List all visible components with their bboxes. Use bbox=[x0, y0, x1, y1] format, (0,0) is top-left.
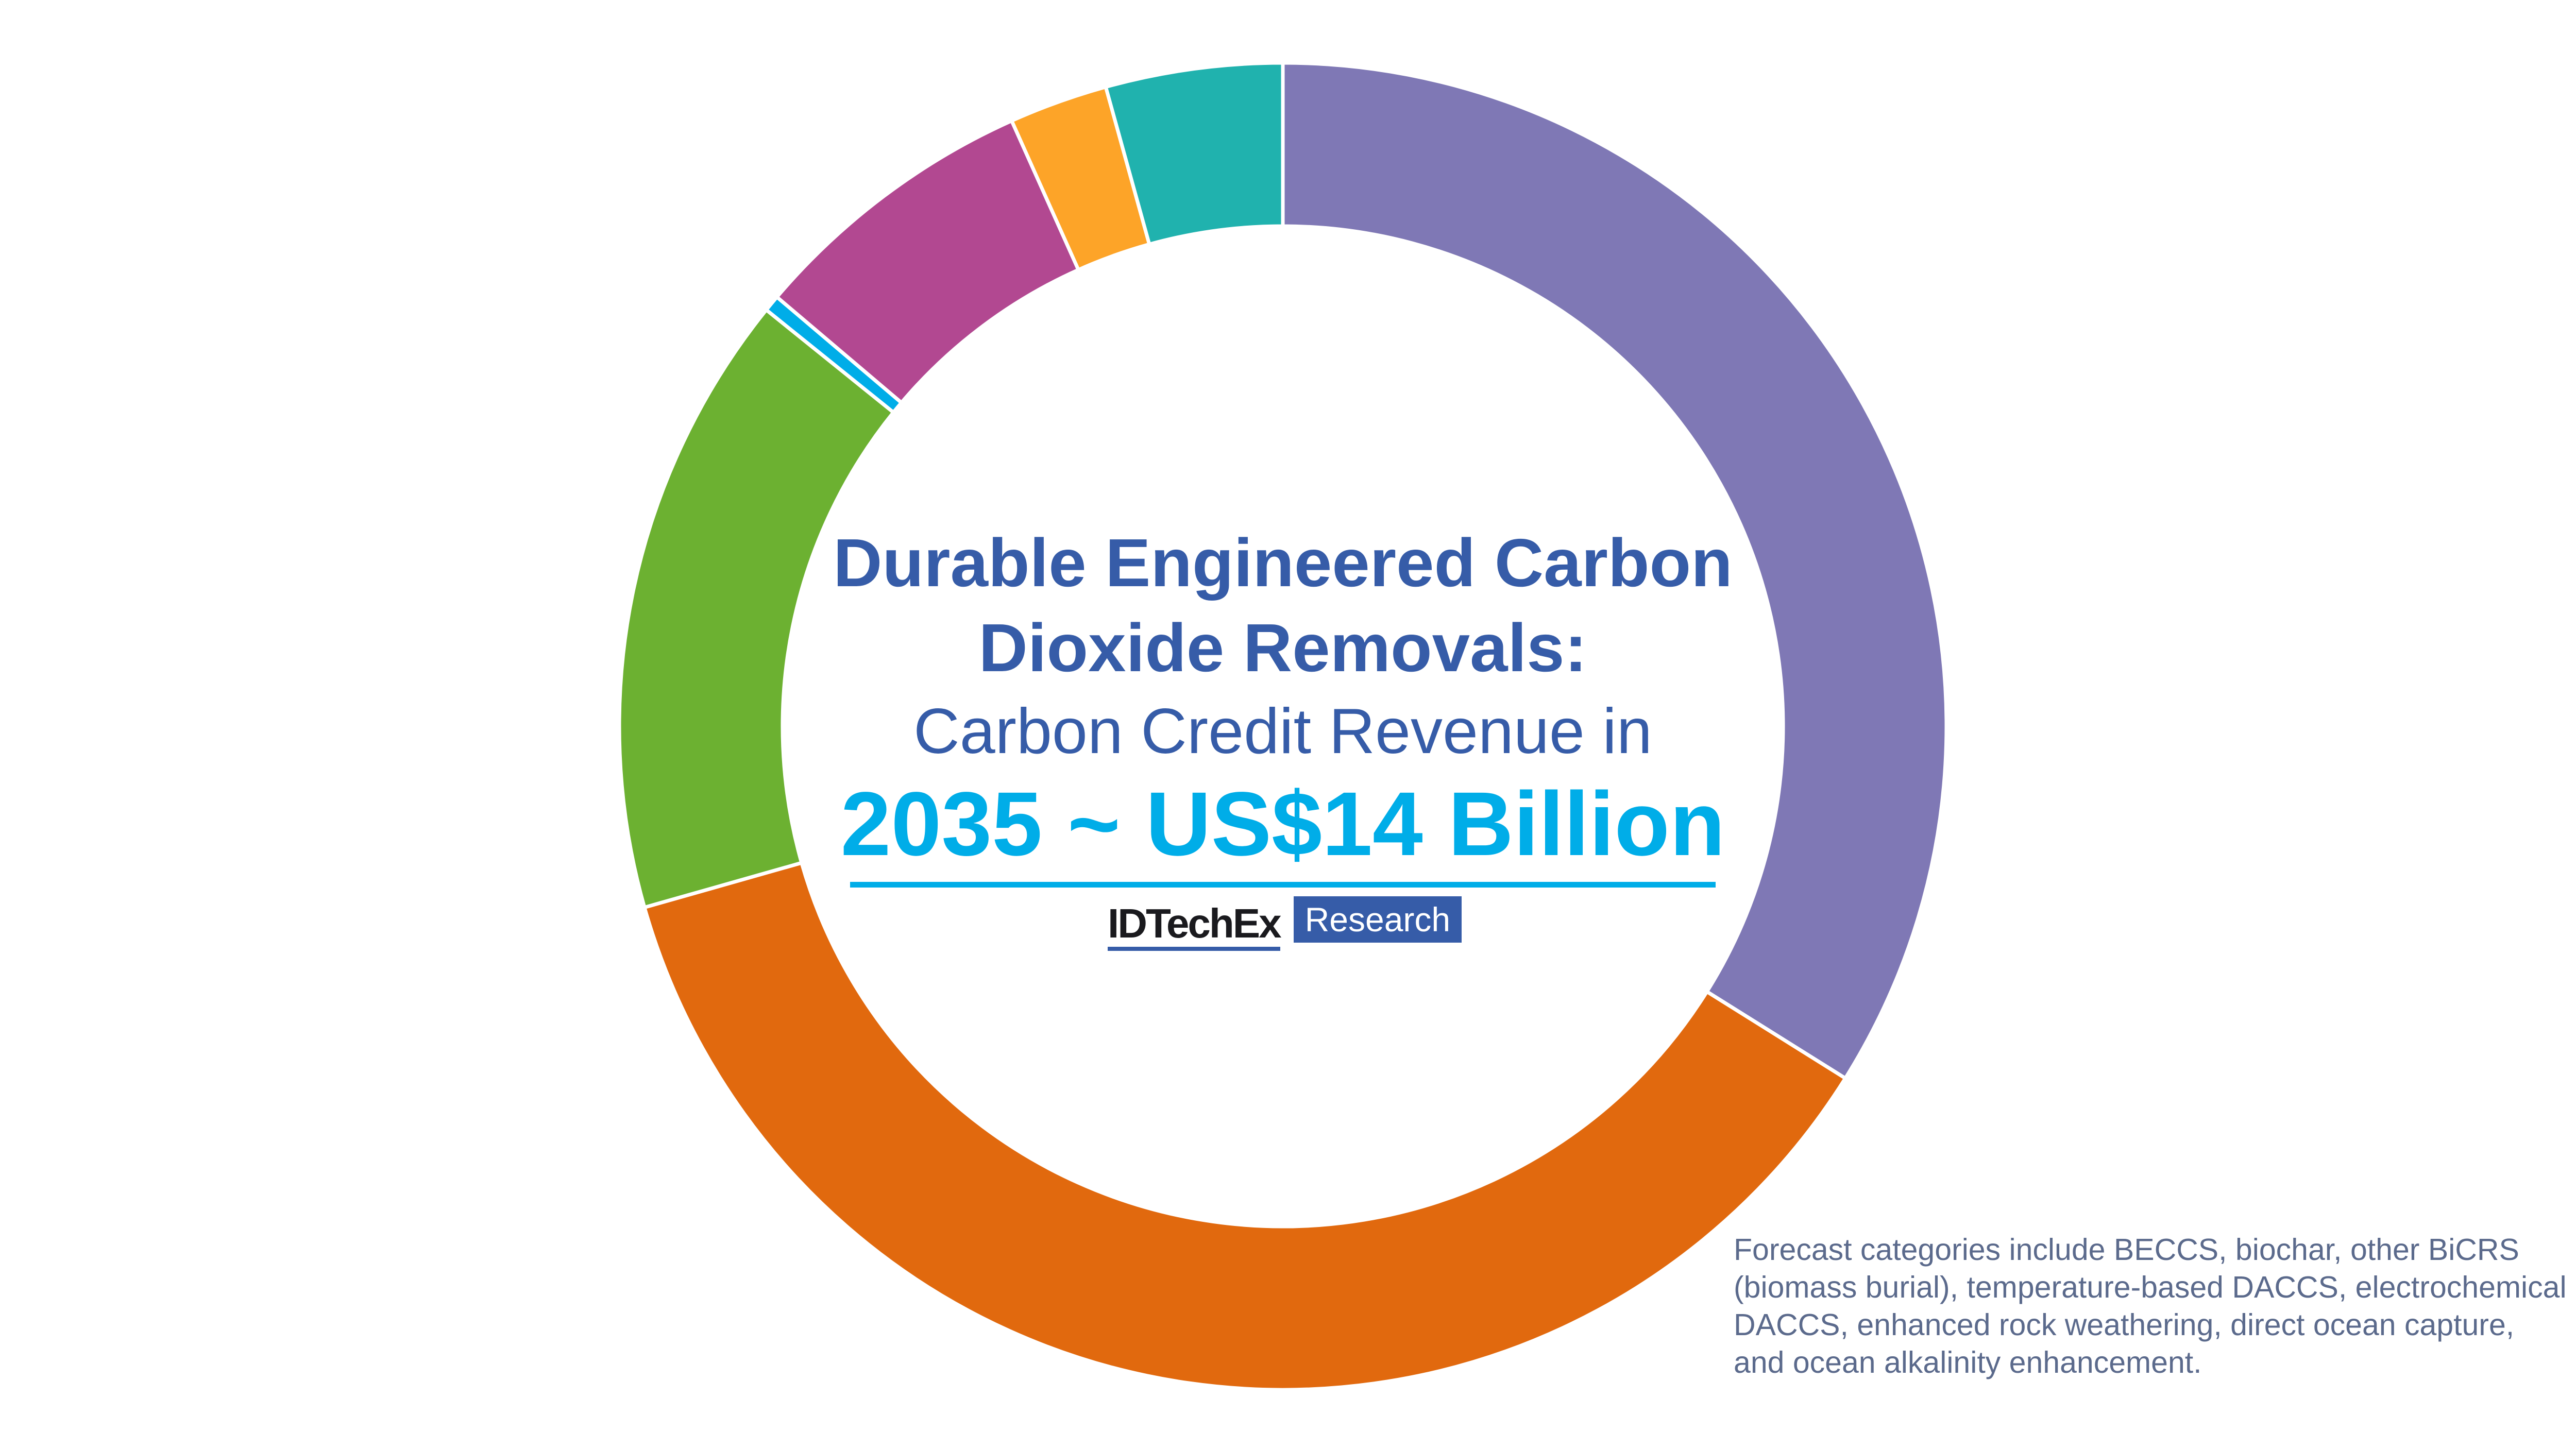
donut-slice-1 bbox=[1281, 61, 1948, 1081]
chart-title: Durable Engineered Carbon Dioxide Remova… bbox=[768, 520, 1798, 690]
idtechex-logo: IDTechEx Research bbox=[1108, 896, 1462, 953]
chart-title-line-2: Dioxide Removals: bbox=[978, 610, 1587, 686]
footnote: Forecast categories include BECCS, bioch… bbox=[1734, 1233, 2567, 1379]
chart-title-line-1: Durable Engineered Carbon bbox=[833, 525, 1733, 601]
donut-slice-2 bbox=[642, 860, 1848, 1392]
headline-underline bbox=[850, 882, 1716, 888]
chart-subtitle: Carbon Credit Revenue in bbox=[913, 696, 1652, 767]
donut-slice-7 bbox=[1103, 61, 1285, 247]
donut-slice-3 bbox=[617, 307, 896, 910]
logo-tag: Research bbox=[1293, 896, 1462, 943]
logo-brand: IDTechEx bbox=[1108, 901, 1282, 951]
headline-value: 2035 ~ US$14 Billion bbox=[840, 774, 1725, 875]
